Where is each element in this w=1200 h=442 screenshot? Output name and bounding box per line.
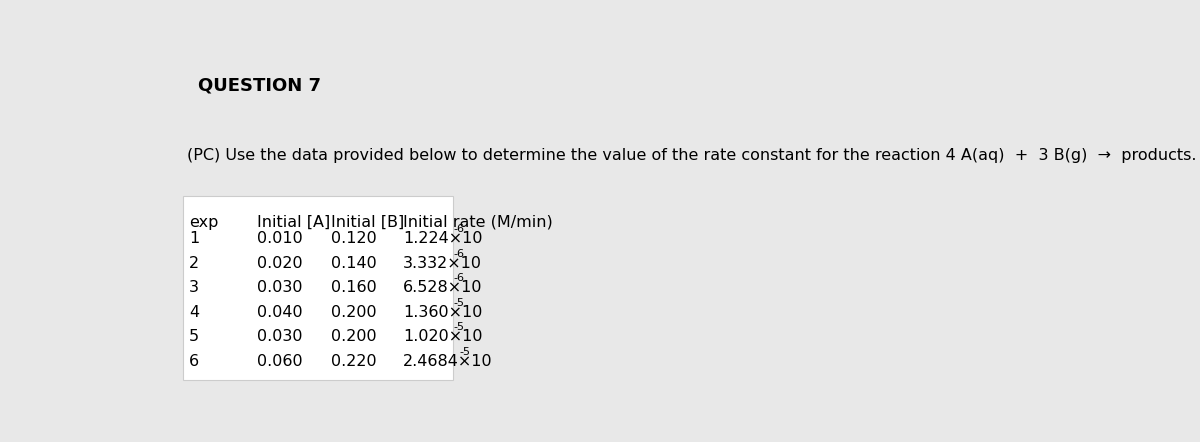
Text: 0.060: 0.060 — [257, 354, 302, 369]
Text: 0.200: 0.200 — [331, 305, 377, 320]
Text: -5: -5 — [454, 322, 464, 332]
Text: 0.040: 0.040 — [257, 305, 302, 320]
Text: -6: -6 — [454, 224, 464, 234]
Text: 1: 1 — [190, 231, 199, 246]
Text: -6: -6 — [454, 248, 464, 259]
Text: 0.020: 0.020 — [257, 255, 302, 271]
Text: 0.030: 0.030 — [257, 329, 302, 344]
Text: Initial [B]: Initial [B] — [331, 215, 404, 230]
Text: 6.528×10: 6.528×10 — [403, 280, 482, 295]
Text: 1.020×10: 1.020×10 — [403, 329, 482, 344]
Text: 2: 2 — [190, 255, 199, 271]
Text: 3: 3 — [190, 280, 199, 295]
Text: Initial [A]: Initial [A] — [257, 215, 330, 230]
Text: Initial rate (M/min): Initial rate (M/min) — [403, 215, 553, 230]
Text: 5: 5 — [190, 329, 199, 344]
Text: (PC) Use the data provided below to determine the value of the rate constant for: (PC) Use the data provided below to dete… — [187, 149, 1196, 164]
Text: -6: -6 — [454, 273, 464, 283]
Text: 0.220: 0.220 — [331, 354, 377, 369]
Text: 4: 4 — [190, 305, 199, 320]
Text: exp: exp — [190, 215, 218, 230]
Text: 0.200: 0.200 — [331, 329, 377, 344]
Text: 0.120: 0.120 — [331, 231, 377, 246]
Text: 0.140: 0.140 — [331, 255, 377, 271]
Text: 1.360×10: 1.360×10 — [403, 305, 482, 320]
Text: 2.4684×10: 2.4684×10 — [403, 354, 492, 369]
Text: -5: -5 — [460, 347, 470, 357]
Text: 1.224×10: 1.224×10 — [403, 231, 482, 246]
Text: -5: -5 — [454, 297, 464, 308]
FancyBboxPatch shape — [184, 196, 454, 380]
Text: 3.332×10: 3.332×10 — [403, 255, 482, 271]
Text: QUESTION 7: QUESTION 7 — [198, 77, 322, 95]
Text: 6: 6 — [190, 354, 199, 369]
Text: 0.030: 0.030 — [257, 280, 302, 295]
Text: 0.010: 0.010 — [257, 231, 302, 246]
Text: 0.160: 0.160 — [331, 280, 377, 295]
